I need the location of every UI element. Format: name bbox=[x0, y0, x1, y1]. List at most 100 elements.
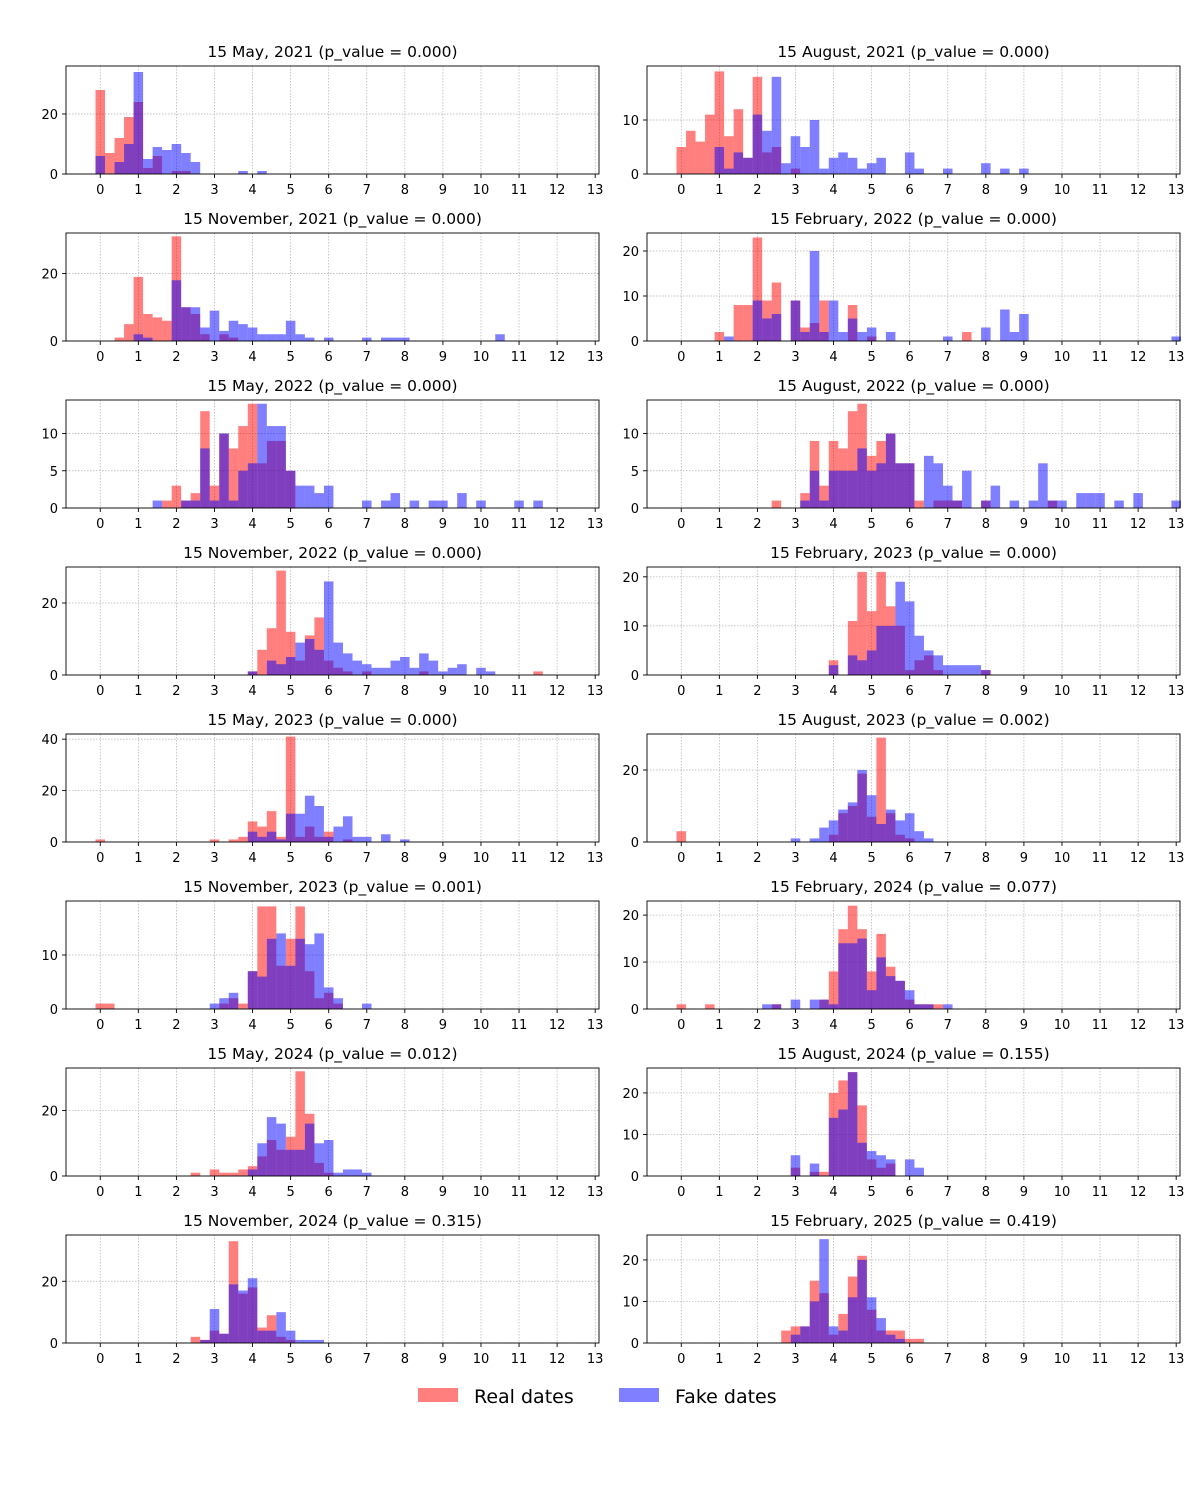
histogram-bar bbox=[257, 826, 267, 842]
x-tick-label: 6 bbox=[906, 851, 914, 866]
x-tick-label: 13 bbox=[587, 183, 604, 198]
x-tick-label: 12 bbox=[549, 1018, 566, 1033]
x-tick-label: 6 bbox=[906, 517, 914, 532]
x-tick-label: 6 bbox=[906, 183, 914, 198]
histogram-bar bbox=[209, 500, 220, 508]
histogram-bar bbox=[895, 581, 905, 675]
histogram-bar bbox=[809, 470, 820, 508]
histogram-bar bbox=[809, 120, 820, 174]
x-tick-label: 4 bbox=[829, 1352, 837, 1367]
histogram-bar bbox=[362, 1003, 372, 1009]
y-axis: 0 20 bbox=[41, 108, 66, 183]
x-tick-label: 12 bbox=[549, 1352, 566, 1367]
histogram-panel: 15 November, 2024 (p_value = 0.315)0 1 2 3 4… bbox=[41, 1212, 603, 1367]
x-tick-label: 4 bbox=[829, 183, 837, 198]
histogram-bar bbox=[295, 938, 305, 1009]
y-tick-label: 20 bbox=[622, 1254, 639, 1269]
histogram-bar bbox=[838, 1109, 848, 1176]
legend-swatch-fake bbox=[619, 1388, 659, 1402]
x-tick-label: 11 bbox=[1092, 1352, 1109, 1367]
x-tick-label: 1 bbox=[715, 1185, 723, 1200]
histogram-bar bbox=[228, 839, 239, 842]
x-tick-label: 3 bbox=[210, 1185, 218, 1200]
histogram-bar bbox=[371, 667, 382, 675]
histogram-bar bbox=[838, 152, 848, 174]
axes-frame bbox=[646, 1067, 1181, 1177]
x-tick-label: 13 bbox=[1168, 684, 1185, 699]
x-tick-label: 10 bbox=[1054, 517, 1071, 532]
y-axis: 0 10 20 bbox=[622, 571, 647, 684]
histogram-bar bbox=[771, 282, 782, 341]
y-tick-label: 0 bbox=[50, 669, 58, 684]
x-tick-label: 9 bbox=[439, 851, 447, 866]
histogram-bar bbox=[695, 141, 706, 174]
histogram-bar bbox=[923, 455, 934, 508]
histogram-bar bbox=[847, 318, 858, 341]
x-tick-label: 5 bbox=[867, 1018, 875, 1033]
histogram-bar bbox=[885, 1159, 896, 1176]
histogram-bar bbox=[876, 463, 886, 508]
x-tick-label: 7 bbox=[944, 1018, 952, 1033]
histogram-bar bbox=[847, 943, 858, 1009]
histogram-bar bbox=[885, 332, 896, 341]
histogram-bar bbox=[209, 1309, 220, 1343]
histogram-bar bbox=[314, 493, 324, 508]
histogram-bar bbox=[771, 1004, 782, 1009]
histogram-bar bbox=[295, 485, 305, 508]
y-tick-label: 0 bbox=[50, 1170, 58, 1185]
x-tick-label: 2 bbox=[753, 183, 761, 198]
histogram-bar bbox=[257, 836, 267, 842]
histogram-bar bbox=[514, 500, 524, 508]
histogram-bar bbox=[238, 1169, 248, 1176]
x-tick-label: 3 bbox=[791, 517, 799, 532]
histogram-bar bbox=[533, 671, 543, 675]
x-tick-label: 1 bbox=[715, 517, 723, 532]
x-tick-label: 9 bbox=[439, 1352, 447, 1367]
x-tick-label: 7 bbox=[363, 517, 371, 532]
y-tick-label: 0 bbox=[50, 168, 58, 183]
histogram-bar bbox=[285, 470, 296, 508]
histogram-bar bbox=[228, 448, 239, 508]
histogram-bar bbox=[247, 831, 258, 842]
histogram-bar bbox=[857, 1105, 867, 1176]
histogram-bar bbox=[724, 336, 734, 341]
histogram-bar bbox=[828, 157, 839, 174]
histogram-panel: 15 February, 2022 (p_value = 0.000)0 1 2 3 4… bbox=[622, 210, 1184, 365]
panel-title: 15 August, 2023 (p_value = 0.002) bbox=[777, 711, 1049, 730]
histogram-bar bbox=[1171, 336, 1181, 341]
histogram-bar bbox=[952, 665, 963, 675]
histogram-bar bbox=[238, 836, 248, 842]
histogram-bar bbox=[333, 826, 343, 842]
histogram-bar bbox=[762, 130, 772, 174]
y-axis: 0 20 bbox=[41, 1105, 66, 1185]
axes-frame bbox=[646, 566, 1181, 676]
x-tick-label: 7 bbox=[944, 851, 952, 866]
y-tick-label: 40 bbox=[41, 733, 58, 748]
histogram-bar bbox=[904, 152, 915, 174]
histogram-bar bbox=[923, 650, 934, 675]
x-tick-label: 6 bbox=[325, 1185, 333, 1200]
y-tick-label: 0 bbox=[631, 168, 639, 183]
histogram-bar bbox=[800, 332, 810, 341]
histogram-bar bbox=[295, 642, 305, 675]
histogram-bar bbox=[457, 664, 467, 675]
histogram-bar bbox=[743, 157, 753, 174]
x-tick-label: 12 bbox=[1130, 1018, 1147, 1033]
x-tick-label: 6 bbox=[906, 1018, 914, 1033]
histogram-bar bbox=[171, 280, 182, 341]
x-tick-label: 6 bbox=[325, 1018, 333, 1033]
histogram-bar bbox=[885, 1334, 896, 1343]
panel-title: 15 February, 2025 (p_value = 0.419) bbox=[770, 1212, 1057, 1231]
histogram-bar bbox=[800, 147, 810, 174]
x-tick-label: 8 bbox=[401, 350, 409, 365]
y-axis: 0 20 bbox=[622, 764, 647, 851]
histogram-bar bbox=[133, 334, 144, 341]
histogram-bar bbox=[190, 307, 201, 341]
histogram-bar bbox=[95, 1003, 106, 1009]
x-tick-label: 7 bbox=[944, 1352, 952, 1367]
x-axis: 0 1 2 3 4 5 6 7 8 9 10 11 12 13 bbox=[677, 174, 1184, 198]
x-tick-label: 13 bbox=[1168, 1185, 1185, 1200]
histogram-bar bbox=[1019, 168, 1029, 174]
histogram-bar bbox=[819, 827, 829, 842]
histogram-bar bbox=[866, 470, 877, 508]
